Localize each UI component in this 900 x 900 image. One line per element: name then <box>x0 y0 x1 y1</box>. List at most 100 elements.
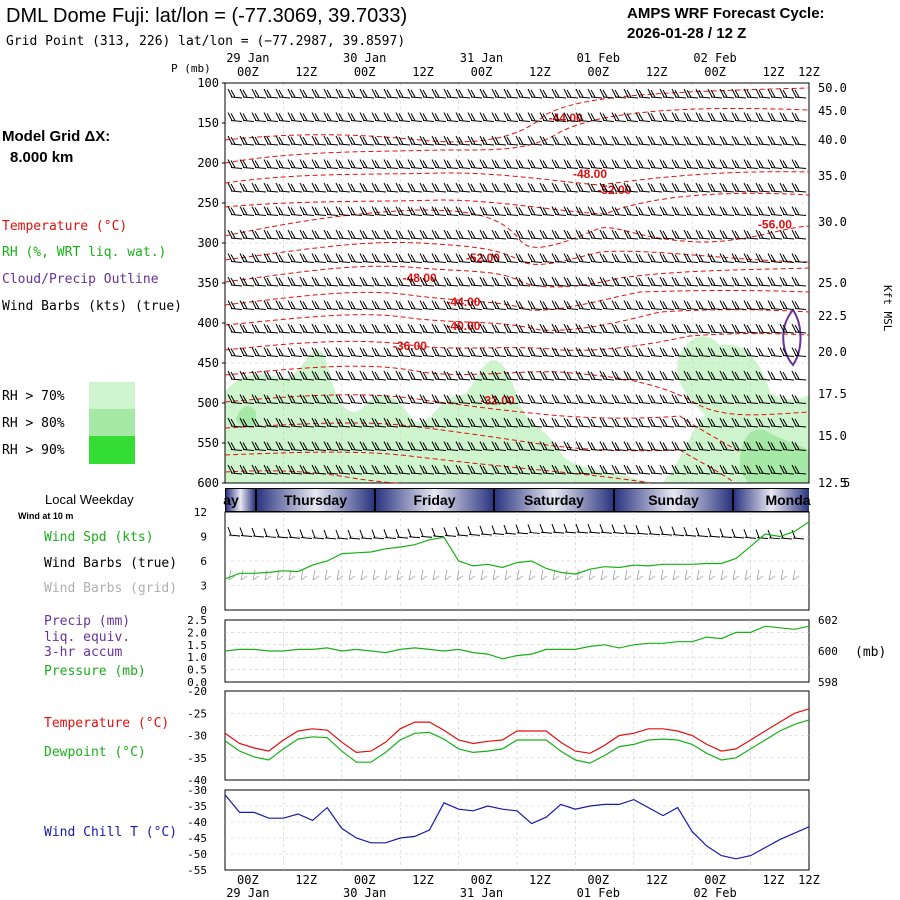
wind-barb-row <box>227 135 807 146</box>
wind-barb-row <box>227 229 807 240</box>
top-hour-label: 12Z <box>529 65 551 79</box>
wind-speed-line <box>224 521 810 580</box>
temperature-panel-label: Temperature (°C) <box>44 716 169 731</box>
height-tick-label: 12.5 <box>818 476 847 490</box>
pressure-tick-label: 600 <box>197 476 219 490</box>
panel-tick-label: -45 <box>187 832 207 845</box>
chart-plot-layer: -44.00 -48.00 -52.00 -56.00 -52.00 -48.00 -44.… <box>187 51 886 900</box>
wind-barb-row <box>227 300 807 310</box>
height-tick-label: 50.0 <box>818 81 847 95</box>
wind-barb-row <box>227 441 807 451</box>
pressure-tick-label: 350 <box>197 276 219 290</box>
cycle-date: 2026-01-28 / 12 Z <box>627 25 746 42</box>
wind-barb-row <box>227 159 807 169</box>
pressure-label: Pressure (mb) <box>44 664 146 679</box>
panel-tick-label: 1.5 <box>187 639 207 652</box>
top-date-label: 29 Jan <box>226 51 269 65</box>
height-tick-label: 15.0 <box>818 429 847 443</box>
top-date-label: 31 Jan <box>460 51 503 65</box>
grid-point-label: Grid Point (313, 226) lat/lon = (−77.298… <box>6 34 405 49</box>
model-grid-value: 8.000 km <box>10 149 73 166</box>
top-date-label: 30 Jan <box>343 51 386 65</box>
bottom-date-label: 02 Feb <box>693 886 736 900</box>
wind-barbs-grid-row <box>228 569 800 581</box>
panel-tick-label: -35 <box>187 752 207 765</box>
model-grid-label: Model Grid ΔX: <box>2 128 110 145</box>
weekday-segment <box>257 489 374 511</box>
top-date-label: 01 Feb <box>577 51 620 65</box>
panel-tick-label: -20 <box>187 685 207 698</box>
panel-tick-label: -30 <box>187 730 207 743</box>
bottom-hour-label: 12Z <box>295 873 317 887</box>
isotherm-label: -52.00 <box>466 251 500 265</box>
weekday-label: ay <box>223 492 239 508</box>
precip-label-1: Precip (mm) <box>44 614 130 629</box>
rh-swatch-80 <box>89 409 135 436</box>
pressure-tick-label: 250 <box>197 196 219 210</box>
panel-tick-label: -40 <box>187 816 207 829</box>
dewpoint-panel-label: Dewpoint (°C) <box>44 745 146 760</box>
bottom-hour-label: 00Z <box>587 873 609 887</box>
dewpoint-line <box>224 719 810 764</box>
wind-barb-row <box>227 88 807 99</box>
top-hour-label-end: 12Z <box>798 65 820 79</box>
cycle-title: AMPS WRF Forecast Cycle: <box>627 5 825 22</box>
panel-tick-label: -55 <box>187 864 207 877</box>
panel-tick-label: -40 <box>187 774 207 787</box>
panel-tick-label: 1.0 <box>187 651 207 664</box>
pressure-tick-label: 550 <box>197 436 219 450</box>
panel-tick-label: 2.0 <box>187 626 207 639</box>
pressure-tick-label: 600 <box>818 645 838 658</box>
bottom-hour-label: 12Z <box>763 873 785 887</box>
rh80-region-small <box>236 406 257 428</box>
bottom-hour-label: 12Z <box>646 873 668 887</box>
bottom-date-label: 30 Jan <box>343 886 386 900</box>
bottom-hour-label: 12Z <box>412 873 434 887</box>
chart-title: DML Dome Fuji: lat/lon = (-77.3069, 39.7… <box>6 5 407 27</box>
top-hour-label: 00Z <box>471 65 493 79</box>
wind-barbs-true-row <box>227 523 805 540</box>
weekday-label: Thursday <box>284 492 347 508</box>
weekday-segment <box>615 489 732 511</box>
bottom-hour-label-end: 12Z <box>798 873 820 887</box>
wind-height-note: Wind at 10 m <box>18 511 73 521</box>
top-hour-label: 00Z <box>354 65 376 79</box>
panel-tick-label: 12 <box>194 506 207 519</box>
wind-barb-row <box>227 464 807 475</box>
isotherm-label: -44.00 <box>446 295 480 309</box>
rh-swatch-70 <box>89 382 135 409</box>
weekday-title: Local Weekday <box>45 492 134 507</box>
weekday-label: Monda <box>765 492 810 508</box>
weekday-segment <box>226 489 255 511</box>
isotherm-contour <box>224 107 810 164</box>
wind-barbs-grid-label: Wind Barbs (grid) <box>44 581 177 596</box>
isotherm-contour <box>224 422 736 484</box>
weekday-label: Friday <box>413 492 455 508</box>
isotherm-label: -56.00 <box>758 218 792 232</box>
wind-barb-row <box>227 347 807 357</box>
wind-barb-row <box>227 253 807 263</box>
weekday-segment <box>495 489 613 511</box>
panel-tick-label: 6 <box>200 555 207 568</box>
isotherm-contour <box>224 451 651 484</box>
top-date-label: 02 Feb <box>693 51 736 65</box>
rh70-region-1 <box>225 350 660 483</box>
precip-label-3: 3-hr accum <box>44 645 122 660</box>
panel-tick-label: 9 <box>200 531 207 544</box>
legend-temperature: Temperature (°C) <box>2 219 127 234</box>
wind-barb-row <box>227 276 807 287</box>
wind-barb-row <box>227 182 807 193</box>
temperature-line <box>224 708 810 754</box>
top-hour-label: 00Z <box>237 65 259 79</box>
precip-label-2: liq. equiv. <box>44 630 130 645</box>
legend-cloud: Cloud/Precip Outline <box>2 272 159 287</box>
height-tick-label: 45.0 <box>818 104 847 118</box>
isotherm-label: -52.00 <box>597 183 631 197</box>
top-hour-label: 12Z <box>295 65 317 79</box>
bottom-hour-label: 00Z <box>704 873 726 887</box>
weekday-label: Saturday <box>524 492 584 508</box>
bottom-hour-label: 12Z <box>529 873 551 887</box>
panel-tick-label: 0.5 <box>187 664 207 677</box>
weekday-segment <box>376 489 493 511</box>
height-tick-label: 40.0 <box>818 133 847 147</box>
